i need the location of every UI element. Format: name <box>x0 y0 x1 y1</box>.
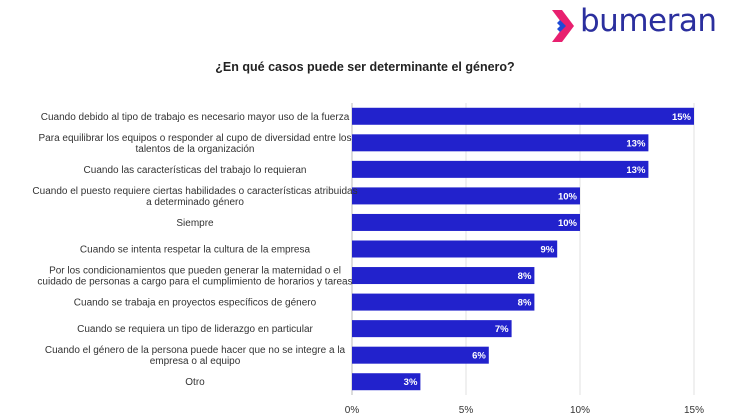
x-tick-label: 15% <box>684 405 704 416</box>
category-label: Cuando se requiera un tipo de liderazgo … <box>77 324 313 335</box>
bar <box>352 134 649 152</box>
bar-value-label: 13% <box>626 138 646 149</box>
bar <box>352 293 535 311</box>
category-label-line: a determinado género <box>146 197 244 208</box>
x-tick-label: 0% <box>345 405 360 416</box>
bar-value-label: 10% <box>558 218 578 229</box>
brand-name: bumeran <box>580 3 717 39</box>
bar-value-label: 9% <box>540 245 554 256</box>
category-label-line: Cuando se requiera un tipo de liderazgo … <box>77 324 313 335</box>
bar <box>352 320 512 338</box>
bar-value-label: 15% <box>672 112 692 123</box>
bar <box>352 267 535 285</box>
x-tick-label: 5% <box>459 405 474 416</box>
bar <box>352 346 489 364</box>
x-tick-label: 10% <box>570 405 590 416</box>
category-label: Otro <box>185 377 205 388</box>
bar-value-label: 10% <box>558 191 578 202</box>
bumeran-logo: bumeran <box>548 3 723 46</box>
bar-value-label: 6% <box>472 351 486 362</box>
bar-value-label: 8% <box>518 298 532 309</box>
bar-value-label: 3% <box>404 377 418 388</box>
category-label-line: talentos de la organización <box>136 144 255 155</box>
category-label: Para equilibrar los equipos o responder … <box>39 133 352 155</box>
bumeran-chevron-icon <box>552 10 574 42</box>
category-label-line: Cuando se trabaja en proyectos específic… <box>74 298 317 309</box>
category-label: Cuando el puesto requiere ciertas habili… <box>32 186 357 208</box>
category-label: Cuando las características del trabajo l… <box>84 165 307 176</box>
bar <box>352 373 421 391</box>
bar <box>352 187 580 205</box>
bar-value-label: 7% <box>495 324 509 335</box>
chart-title: ¿En qué casos puede ser determinante el … <box>215 60 515 74</box>
category-label: Cuando se trabaja en proyectos específic… <box>74 298 317 309</box>
category-label-line: Cuando el puesto requiere ciertas habili… <box>32 186 357 197</box>
category-label-line: Cuando las características del trabajo l… <box>84 165 307 176</box>
category-label-line: Cuando el género de la persona puede hac… <box>45 345 346 356</box>
category-label-line: Otro <box>185 377 205 388</box>
category-label-line: Por los condicionamientos que pueden gen… <box>49 266 341 277</box>
bar <box>352 213 580 231</box>
category-label-line: empresa o al equipo <box>150 356 241 367</box>
category-label-line: Para equilibrar los equipos o responder … <box>39 133 352 144</box>
category-label-line: Siempre <box>176 218 214 229</box>
bar-value-label: 13% <box>626 165 646 176</box>
category-label-line: cuidado de personas a cargo para el cump… <box>37 277 352 288</box>
bar-value-label: 8% <box>518 271 532 282</box>
bar <box>352 240 558 258</box>
category-label-line: Cuando se intenta respetar la cultura de… <box>80 245 311 256</box>
category-label: Cuando se intenta respetar la cultura de… <box>80 245 311 256</box>
category-label: Siempre <box>176 218 214 229</box>
category-label-line: Cuando debido al tipo de trabajo es nece… <box>41 112 350 123</box>
bar <box>352 160 649 178</box>
bar <box>352 107 694 125</box>
category-label: Por los condicionamientos que pueden gen… <box>37 266 352 288</box>
category-label: Cuando el género de la persona puede hac… <box>45 345 346 367</box>
category-label: Cuando debido al tipo de trabajo es nece… <box>41 112 350 123</box>
